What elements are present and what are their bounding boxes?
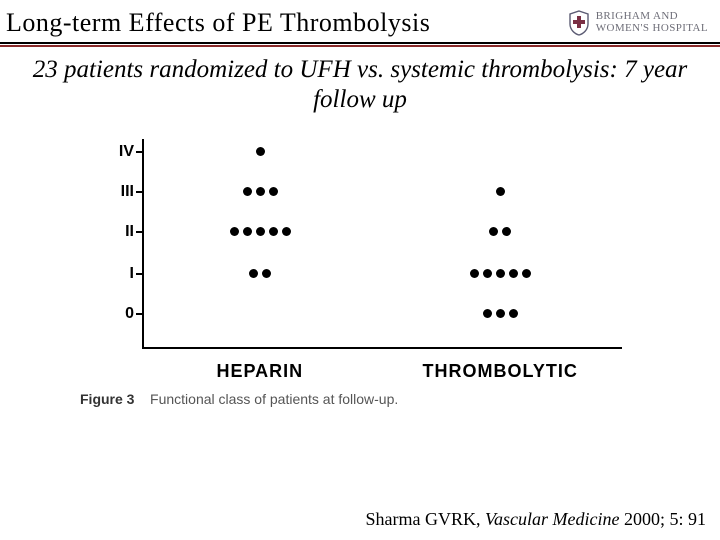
- data-point-group: [249, 269, 271, 278]
- y-label: I: [80, 265, 134, 283]
- header-rule-dark: [0, 42, 720, 44]
- y-tick: [136, 231, 144, 233]
- data-point: [509, 309, 518, 318]
- data-point-group: [496, 187, 505, 196]
- logo-line2: WOMEN'S HOSPITAL: [596, 23, 708, 35]
- shield-icon: [568, 10, 590, 36]
- data-point: [256, 187, 265, 196]
- data-point: [522, 269, 531, 278]
- data-point: [269, 187, 278, 196]
- subtitle: 23 patients randomized to UFH vs. system…: [0, 47, 720, 115]
- data-point: [496, 309, 505, 318]
- data-point: [256, 227, 265, 236]
- y-tick: [136, 273, 144, 275]
- y-label: III: [80, 183, 134, 201]
- x-axis: [142, 347, 622, 349]
- data-point: [249, 269, 258, 278]
- data-point: [243, 227, 252, 236]
- data-point: [483, 309, 492, 318]
- page-title: Long-term Effects of PE Thrombolysis: [6, 8, 430, 38]
- hospital-logo-text: BRIGHAM AND WOMEN'S HOSPITAL: [596, 11, 708, 34]
- figure-caption-text: Functional class of patients at follow-u…: [150, 391, 398, 407]
- header: Long-term Effects of PE Thrombolysis BRI…: [0, 0, 720, 42]
- data-point: [256, 147, 265, 156]
- data-point-group: [470, 269, 531, 278]
- y-label: II: [80, 223, 134, 241]
- data-point: [496, 187, 505, 196]
- data-point: [483, 269, 492, 278]
- data-point-group: [243, 187, 278, 196]
- data-point: [269, 227, 278, 236]
- data-point-group: [489, 227, 511, 236]
- y-tick: [136, 191, 144, 193]
- data-point: [243, 187, 252, 196]
- y-label: 0: [80, 305, 134, 323]
- dot-chart: Figure 3 Functional class of patients at…: [80, 139, 640, 399]
- y-label: IV: [80, 143, 134, 161]
- data-point: [282, 227, 291, 236]
- data-point: [496, 269, 505, 278]
- data-point-group: [230, 227, 291, 236]
- x-label: THROMBOLYTIC: [423, 361, 578, 382]
- y-axis: [142, 139, 144, 349]
- figure-number: Figure 3: [80, 391, 134, 407]
- citation-journal: Vascular Medicine: [485, 509, 619, 529]
- x-label: HEPARIN: [217, 361, 304, 382]
- data-point: [470, 269, 479, 278]
- data-point: [262, 269, 271, 278]
- data-point-group: [483, 309, 518, 318]
- data-point: [509, 269, 518, 278]
- citation-rest: 2000; 5: 91: [619, 509, 706, 529]
- data-point: [489, 227, 498, 236]
- data-point: [502, 227, 511, 236]
- figure-caption: Figure 3 Functional class of patients at…: [80, 391, 398, 407]
- y-tick: [136, 313, 144, 315]
- data-point-group: [256, 147, 265, 156]
- data-point: [230, 227, 239, 236]
- citation: Sharma GVRK, Vascular Medicine 2000; 5: …: [366, 509, 706, 530]
- citation-author: Sharma GVRK,: [366, 509, 486, 529]
- y-tick: [136, 151, 144, 153]
- hospital-logo: BRIGHAM AND WOMEN'S HOSPITAL: [568, 10, 708, 36]
